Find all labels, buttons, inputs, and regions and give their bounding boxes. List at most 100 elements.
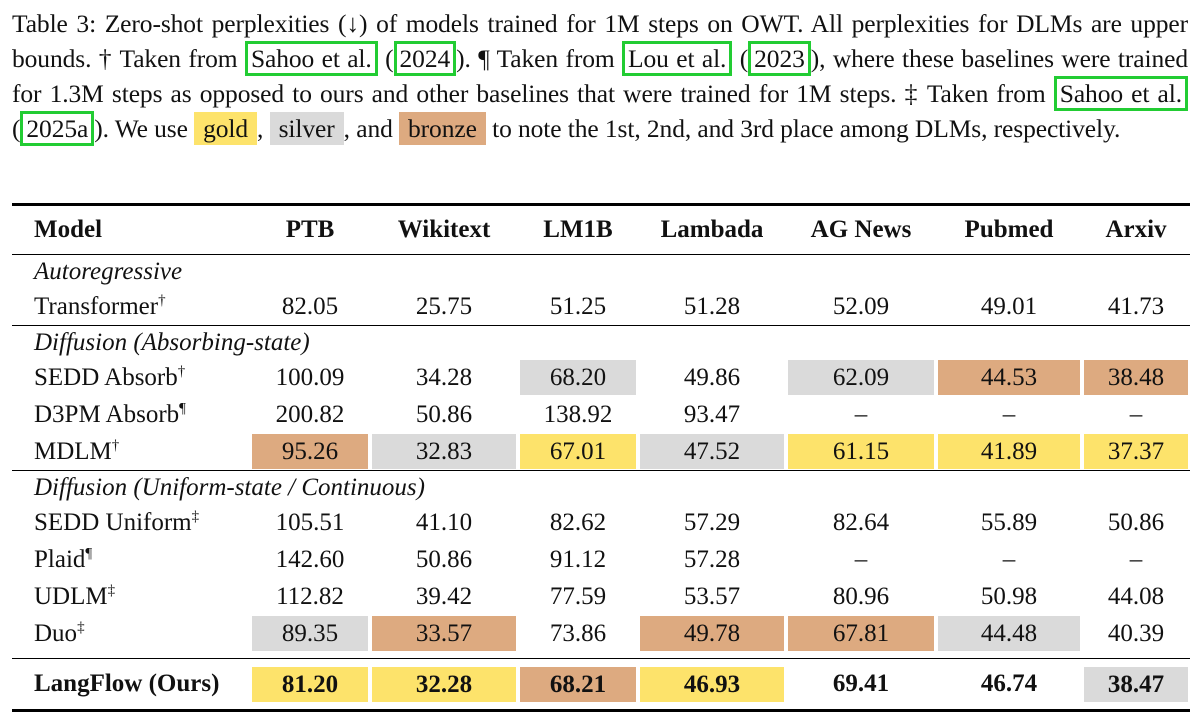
cell-value: 49.86 — [683, 363, 741, 391]
cell-pubmed: 49.01 — [936, 288, 1082, 326]
column-header-lm1b: LM1B — [543, 216, 613, 243]
cell-ag-news: 67.81 — [786, 615, 936, 652]
model-label: SEDD Uniform — [34, 508, 192, 536]
source-footnote-mark: † — [111, 437, 120, 454]
citation-link-lou-2023-name[interactable]: Lou et al. — [622, 41, 733, 76]
cell-lambada: 46.93 — [638, 659, 786, 711]
silver-swatch: silver — [269, 112, 344, 145]
cell-value: 82.64 — [832, 508, 890, 536]
cell-arxiv: – — [1082, 396, 1190, 433]
cell-value: 68.21 — [520, 666, 636, 702]
cell-value: 34.28 — [415, 363, 473, 391]
cell-value: 53.57 — [683, 582, 741, 610]
source-footnote-mark: ‡ — [77, 619, 85, 636]
cell-ptb: 82.05 — [250, 288, 370, 326]
cell-value: 50.86 — [1107, 508, 1165, 536]
model-name-udlm: UDLM‡ — [12, 578, 250, 615]
cell-ag-news: 82.64 — [786, 504, 936, 541]
table-caption: Table 3: Zero-shot perplexities (↓) of m… — [12, 6, 1188, 146]
column-header-model: Model — [34, 216, 103, 243]
cell-value: 57.29 — [683, 508, 741, 536]
table-row: UDLM‡ 112.82 39.42 77.59 53.57 80.96 50.98 44.0… — [12, 578, 1190, 615]
table-row: Duo‡ 89.35 33.57 73.86 49.78 67.81 44.48 40.39 — [12, 615, 1190, 652]
cell-ptb: 200.82 — [250, 396, 370, 433]
cell-value: 38.47 — [1084, 666, 1188, 702]
citation-link-sahoo-2024-year[interactable]: 2024 — [393, 41, 457, 76]
cell-lm1b: 91.12 — [518, 541, 638, 578]
cell-value: 112.82 — [276, 582, 344, 610]
cell-arxiv: 38.47 — [1082, 659, 1190, 711]
section-header-row: Diffusion (Absorbing-state) — [12, 326, 1190, 360]
cell-wikitext: 32.28 — [370, 659, 518, 711]
cell-value: 25.75 — [415, 292, 473, 320]
cell-ag-news: – — [786, 541, 936, 578]
cell-value: 61.15 — [788, 434, 934, 469]
model-name-sedd-absorb: SEDD Absorb† — [12, 359, 250, 396]
table-row: Plaid¶ 142.60 50.86 91.12 57.28 – – – — [12, 541, 1190, 578]
citation-link-sahoo-2025a-name[interactable]: Sahoo et al. — [1053, 76, 1188, 111]
section-title: Autoregressive — [34, 257, 183, 285]
cell-lambada: 47.52 — [638, 433, 786, 471]
cell-value: 38.48 — [1084, 360, 1188, 395]
cell-wikitext: 41.10 — [370, 504, 518, 541]
model-name-transformer: Transformer† — [12, 288, 250, 326]
cell-wikitext: 33.57 — [370, 615, 518, 652]
cell-arxiv: 44.08 — [1082, 578, 1190, 615]
source-footnote-mark: ¶ — [85, 545, 93, 562]
bronze-swatch: bronze — [399, 112, 486, 145]
cell-value: 47.52 — [640, 434, 784, 469]
citation-link-sahoo-2024-name[interactable]: Sahoo et al. — [244, 41, 378, 76]
cell-value: 46.93 — [640, 666, 784, 702]
cell-pubmed: – — [936, 396, 1082, 433]
cell-arxiv: 37.37 — [1082, 433, 1190, 471]
model-name-sedd-uniform: SEDD Uniform‡ — [12, 504, 250, 541]
cell-wikitext: 50.86 — [370, 541, 518, 578]
model-label: UDLM — [34, 582, 108, 610]
cell-ptb: 105.51 — [250, 504, 370, 541]
cell-pubmed: – — [936, 541, 1082, 578]
source-footnote-mark: ‡ — [107, 582, 116, 599]
cell-value: 91.12 — [549, 545, 607, 573]
citation-link-lou-2023-year[interactable]: 2023 — [748, 41, 811, 76]
model-label: Duo — [34, 619, 78, 647]
cell-value: – — [854, 400, 868, 428]
cell-value: 50.86 — [415, 400, 473, 428]
citation-link-sahoo-2025a-year[interactable]: 2025a — [20, 111, 95, 146]
table-body: Autoregressive Transformer† 82.05 25.75 51.2… — [12, 255, 1190, 711]
cell-pubmed: 46.74 — [936, 659, 1082, 711]
cell-value: 80.96 — [832, 582, 890, 610]
section-header-row: Autoregressive — [12, 255, 1190, 289]
cell-value: 95.26 — [252, 434, 368, 469]
cell-value: 32.28 — [372, 666, 516, 702]
column-header-pubmed: Pubmed — [964, 216, 1054, 243]
cell-value: 52.09 — [832, 292, 890, 320]
cell-value: 41.89 — [938, 434, 1080, 469]
column-header-ptb: PTB — [285, 216, 335, 243]
cell-value: 93.47 — [683, 400, 741, 428]
cell-wikitext: 25.75 — [370, 288, 518, 326]
table-row: SEDD Absorb† 100.09 34.28 68.20 49.86 62.09 44… — [12, 359, 1190, 396]
column-header-ag-news: AG News — [810, 216, 912, 243]
model-name-langflow-ours: LangFlow (Ours) — [12, 659, 250, 711]
cell-value: 57.28 — [683, 545, 741, 573]
cell-value: 51.25 — [549, 292, 607, 320]
cell-ptb: 89.35 — [250, 615, 370, 652]
cell-lm1b: 51.25 — [518, 288, 638, 326]
model-label: D3PM Absorb — [34, 400, 180, 428]
cell-value: – — [854, 545, 868, 573]
caption-text-3: ), where these baselines were trained fo… — [12, 44, 1188, 108]
cell-value: – — [1129, 400, 1143, 428]
cell-value: 32.83 — [372, 434, 516, 469]
cell-value: 77.59 — [549, 582, 607, 610]
cell-arxiv: – — [1082, 541, 1190, 578]
cell-value: 142.60 — [275, 545, 345, 573]
cell-value: 41.10 — [415, 508, 473, 536]
cell-value: 44.48 — [938, 616, 1080, 651]
cell-value: 67.81 — [788, 616, 934, 651]
cell-lm1b: 138.92 — [518, 396, 638, 433]
source-footnote-mark: ¶ — [179, 400, 186, 417]
cell-lambada: 93.47 — [638, 396, 786, 433]
cell-value: 41.73 — [1107, 292, 1165, 320]
cell-ag-news: 52.09 — [786, 288, 936, 326]
cell-value: 46.74 — [980, 670, 1038, 697]
